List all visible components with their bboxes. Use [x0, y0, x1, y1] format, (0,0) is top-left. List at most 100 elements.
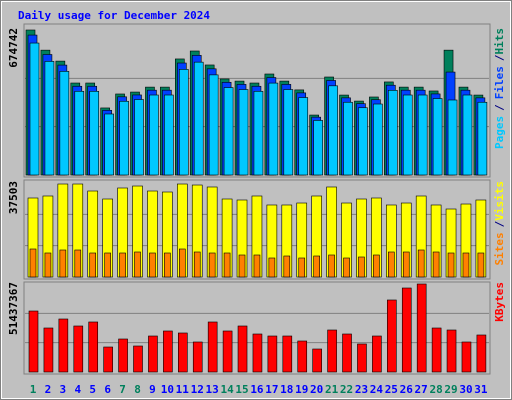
bar	[208, 74, 219, 176]
legend: Pages/Files/Hits	[493, 28, 506, 149]
legend-entry: Visits	[493, 181, 506, 221]
bar	[103, 346, 113, 373]
bar	[253, 90, 264, 176]
bar	[432, 251, 440, 278]
legend-entry: KBytes	[493, 282, 506, 322]
x-tick-label: 5	[89, 383, 96, 396]
legend-separator: /	[493, 104, 506, 111]
bar	[476, 334, 487, 373]
x-tick-label: 27	[415, 383, 428, 396]
bar	[44, 61, 55, 176]
bar	[134, 251, 141, 278]
bar	[313, 120, 323, 176]
bar	[282, 335, 293, 373]
x-tick-label: 30	[459, 383, 472, 396]
x-tick-label: 11	[176, 383, 190, 396]
bar	[29, 248, 37, 278]
bar	[238, 254, 246, 278]
chart-title: Daily usage for December 2024	[18, 9, 210, 22]
x-tick-label: 9	[149, 383, 156, 396]
bar	[328, 85, 338, 176]
bar	[402, 94, 413, 176]
bar	[387, 299, 397, 373]
x-tick-label: 29	[444, 383, 457, 396]
bar	[327, 329, 337, 373]
x-tick-label: 17	[265, 383, 278, 396]
bar	[477, 101, 488, 176]
x-tick-label: 2	[45, 383, 52, 396]
bar	[88, 321, 99, 373]
bar	[477, 252, 485, 278]
legend-entry: Hits	[493, 28, 506, 55]
x-tick-label: 10	[161, 383, 174, 396]
bar	[388, 251, 395, 278]
bar	[164, 94, 174, 176]
bar	[119, 100, 129, 176]
legend: KBytes	[493, 282, 506, 322]
bar	[59, 71, 70, 176]
bar	[58, 318, 69, 373]
bar	[223, 87, 234, 176]
x-tick-label: 3	[60, 383, 67, 396]
bar	[73, 325, 84, 373]
bar	[253, 254, 261, 278]
x-tick-label: 20	[310, 383, 323, 396]
bar	[223, 252, 231, 278]
x-tick-label: 1	[30, 383, 37, 396]
x-tick-label: 6	[104, 383, 111, 396]
bar	[149, 252, 156, 278]
bar	[297, 340, 308, 373]
x-tick-label: 14	[220, 383, 234, 396]
bar	[163, 330, 173, 373]
legend-entry: Pages	[493, 116, 506, 149]
y-tick-label: 674742	[7, 28, 20, 68]
bar	[268, 82, 279, 176]
x-tick-label: 15	[235, 383, 248, 396]
bar	[417, 94, 428, 176]
bar	[178, 332, 188, 373]
bar	[89, 252, 97, 278]
bar	[74, 249, 82, 278]
bar	[358, 256, 365, 278]
x-tick-label: 28	[429, 383, 442, 396]
bar	[432, 98, 443, 176]
bar	[104, 252, 111, 278]
bar	[431, 327, 442, 373]
bar	[179, 248, 186, 278]
bar	[373, 254, 380, 278]
bar	[461, 341, 472, 373]
bar	[402, 251, 410, 278]
bar	[372, 335, 382, 373]
x-tick-label: 31	[474, 383, 488, 396]
bar	[357, 343, 367, 373]
x-tick-label: 23	[355, 383, 368, 396]
bar	[298, 97, 309, 176]
bar	[118, 338, 128, 373]
bar	[462, 94, 473, 176]
bar	[192, 341, 203, 373]
bar	[447, 99, 458, 176]
bar	[119, 252, 126, 278]
bar	[462, 252, 470, 278]
bar	[149, 94, 159, 176]
x-tick-label: 21	[325, 383, 339, 396]
bar	[193, 61, 204, 176]
bar	[237, 325, 248, 373]
bar	[207, 321, 218, 373]
bar	[358, 107, 368, 176]
legend-separator: /	[493, 220, 506, 227]
y-tick-label: 51437367	[7, 282, 20, 335]
legend-entry: Files	[493, 66, 506, 99]
bar	[133, 345, 143, 373]
bar	[313, 255, 320, 278]
bar	[312, 348, 322, 373]
bar	[28, 310, 39, 373]
bar	[283, 255, 291, 278]
legend: Sites /Visits	[493, 181, 506, 266]
bar	[328, 254, 335, 278]
bar	[401, 287, 412, 373]
x-tick-label: 8	[134, 383, 141, 396]
x-tick-label: 22	[340, 383, 353, 396]
